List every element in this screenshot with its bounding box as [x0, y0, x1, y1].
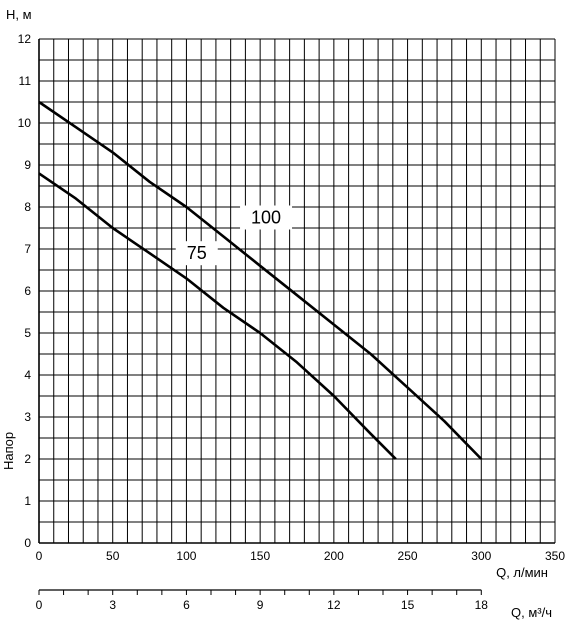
x-tick-label: 50 [106, 549, 120, 563]
curve-label-box [240, 205, 293, 230]
x2-tick-label: 0 [36, 598, 43, 612]
y-tick-label: 5 [24, 326, 31, 340]
series-line-75 [38, 172, 397, 460]
x-tick-label: 350 [545, 549, 565, 563]
y-tick-label: 10 [18, 116, 32, 130]
y-tick-label: 2 [24, 452, 31, 466]
curve-label-75: 75 [187, 243, 207, 263]
y-tick-label: 9 [24, 158, 31, 172]
x2-axis-title: Q, м³/ч [511, 605, 552, 620]
x2-tick-label: 18 [475, 598, 489, 612]
x-tick-label: 300 [471, 549, 491, 563]
x-axis-title: Q, л/мин [496, 565, 548, 580]
y-tick-label: 8 [24, 200, 31, 214]
series-line-100 [38, 100, 483, 460]
y-tick-label: 4 [24, 368, 31, 382]
x2-tick-label: 15 [401, 598, 415, 612]
x2-tick-label: 6 [183, 598, 190, 612]
curve-labels: 100 75 [175, 205, 293, 266]
x2-tick-label: 9 [257, 598, 264, 612]
y-tick-label: 1 [24, 494, 31, 508]
y-tick-label: 0 [24, 536, 31, 550]
x-tick-label: 0 [36, 549, 43, 563]
secondary-x-axis: 0 3 6 9 12 15 18 [36, 589, 489, 612]
grid-lines [38, 38, 556, 544]
x-tick-label: 200 [324, 549, 344, 563]
x-tick-labels: 0 50 100 150 200 250 300 350 [36, 549, 566, 563]
curve-label-100: 100 [251, 208, 281, 228]
x-tick-label: 150 [250, 549, 270, 563]
x2-tick-label: 3 [109, 598, 116, 612]
y-tick-label: 7 [24, 242, 31, 256]
series-lines [38, 100, 483, 460]
y-tick-label: 3 [24, 410, 31, 424]
x-tick-label: 250 [398, 549, 418, 563]
x2-tick-label: 12 [327, 598, 341, 612]
y-axis-side-label: Напор [1, 432, 16, 470]
y-tick-label: 11 [19, 74, 32, 88]
curve-label-box [175, 241, 218, 266]
y-tick-label: 12 [18, 32, 32, 46]
axes [38, 39, 555, 544]
y-axis-title: H, м [6, 7, 32, 22]
y-tick-label: 6 [24, 284, 31, 298]
x-tick-label: 100 [176, 549, 196, 563]
